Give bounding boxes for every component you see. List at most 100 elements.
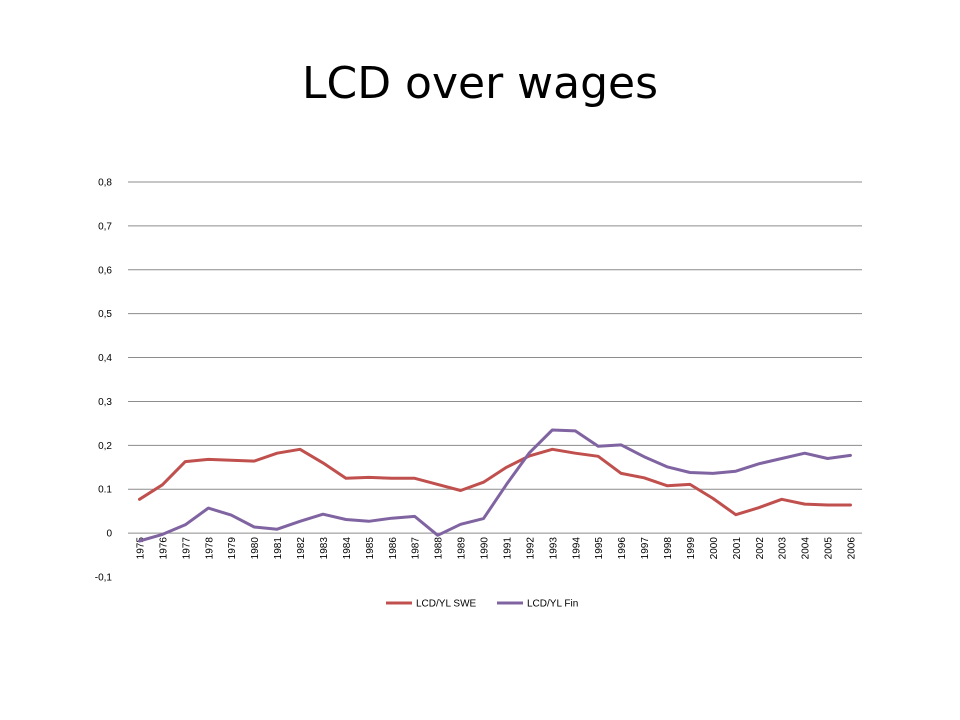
x-tick-label: 1991 [502, 537, 513, 560]
gridlines [128, 181, 862, 534]
data-point [734, 470, 737, 473]
data-point [299, 520, 301, 523]
data-point [757, 462, 760, 465]
data-point [367, 520, 370, 523]
data-point [459, 489, 462, 492]
data-point [161, 483, 164, 486]
x-tick-label: 1994 [571, 537, 582, 560]
x-tick-label: 2001 [732, 537, 743, 560]
y-tick-label: 0,4 [98, 353, 112, 364]
x-tick-label: 1989 [457, 537, 468, 560]
data-point [138, 540, 141, 542]
data-point [184, 523, 187, 526]
data-point [574, 452, 577, 455]
data-point [230, 514, 233, 517]
x-tick-label: 1997 [640, 537, 651, 560]
x-tick-label: 1978 [204, 537, 215, 560]
data-point [482, 481, 485, 484]
x-tick-label: 1983 [319, 537, 330, 560]
data-point [528, 451, 531, 454]
x-tick-label: 2000 [709, 537, 720, 560]
y-tick-label: 0,2 [98, 441, 112, 452]
y-tick-label: 0,3 [98, 397, 112, 408]
series-line-1 [138, 428, 852, 543]
data-point [344, 477, 347, 480]
data-point [734, 513, 737, 516]
x-tick-label: 1999 [686, 537, 697, 560]
x-tick-label: 1993 [548, 537, 559, 560]
slide-title: LCD over wages [301, 58, 659, 109]
data-point [711, 497, 714, 500]
data-point [551, 429, 554, 431]
y-tick-label: 0.1 [98, 485, 112, 496]
x-tick-label: 1981 [273, 537, 284, 560]
data-point [253, 526, 256, 528]
data-point [803, 503, 806, 506]
data-point [322, 461, 324, 464]
data-point [505, 466, 508, 469]
y-tick-label: 0,6 [98, 265, 112, 276]
data-point [253, 460, 256, 463]
x-tick-label: 1995 [594, 537, 605, 560]
x-tick-label: 1990 [480, 537, 491, 560]
data-point [849, 454, 852, 457]
x-tick-label: 1980 [250, 537, 261, 560]
x-tick-label: 1984 [342, 537, 353, 560]
data-point [689, 471, 691, 474]
data-point [413, 477, 416, 480]
legend-label: LCD/YL SWE [416, 599, 477, 610]
x-tick-label: 2005 [824, 537, 835, 560]
x-tick-label: 1975 [135, 537, 146, 560]
data-point [184, 460, 187, 463]
legend: LCD/YL SWE LCD/YL Fin [386, 599, 578, 610]
data-point [230, 459, 233, 462]
data-point [322, 513, 324, 516]
data-point [413, 515, 416, 518]
data-point [689, 483, 691, 486]
data-point [711, 472, 714, 475]
data-point [574, 429, 577, 432]
data-point [620, 472, 623, 475]
x-tick-label: 1986 [388, 537, 399, 560]
y-tick-label: 0 [106, 529, 112, 540]
data-point [780, 457, 783, 460]
x-tick-label: 2002 [755, 537, 766, 560]
data-point [436, 534, 439, 537]
data-point [276, 452, 279, 455]
data-point [666, 484, 668, 487]
data-point [482, 517, 485, 520]
x-tick-label: 1977 [181, 537, 192, 560]
x-tick-label: 2004 [801, 537, 812, 560]
data-point [826, 504, 829, 506]
data-point [390, 477, 393, 480]
x-tick-label: 1985 [365, 537, 376, 560]
data-point [757, 506, 760, 509]
y-tick-label: 0,5 [98, 309, 112, 320]
data-point [620, 443, 623, 446]
data-point [367, 476, 370, 479]
x-axis-tick-labels: 1975 1976 1977 1978 1979 1980 1981 1982 1983 1984… [135, 537, 857, 560]
x-tick-label: 1996 [617, 537, 628, 560]
y-tick-label: 0,7 [98, 221, 112, 232]
data-point [207, 458, 210, 461]
x-tick-label: 2003 [778, 537, 789, 560]
series-line-0 [138, 447, 852, 517]
y-tick-label: 0,8 [98, 178, 112, 189]
data-point [344, 518, 347, 521]
data-point [390, 517, 393, 520]
data-point [643, 476, 646, 479]
series-lines [138, 428, 852, 543]
x-tick-label: 1982 [296, 537, 307, 560]
data-point [780, 498, 783, 501]
data-point [597, 445, 600, 448]
x-tick-label: 2006 [847, 537, 858, 560]
data-point [803, 452, 806, 455]
data-point [826, 457, 829, 460]
data-point [207, 507, 210, 510]
data-point [505, 483, 508, 486]
data-point [436, 483, 439, 486]
y-axis-tick-labels: -0,1 0 0.1 0,2 0,3 0,4 0,5 0,6 0,7 0,8 [95, 178, 113, 584]
x-tick-label: 1987 [411, 537, 422, 560]
data-point [138, 498, 141, 501]
